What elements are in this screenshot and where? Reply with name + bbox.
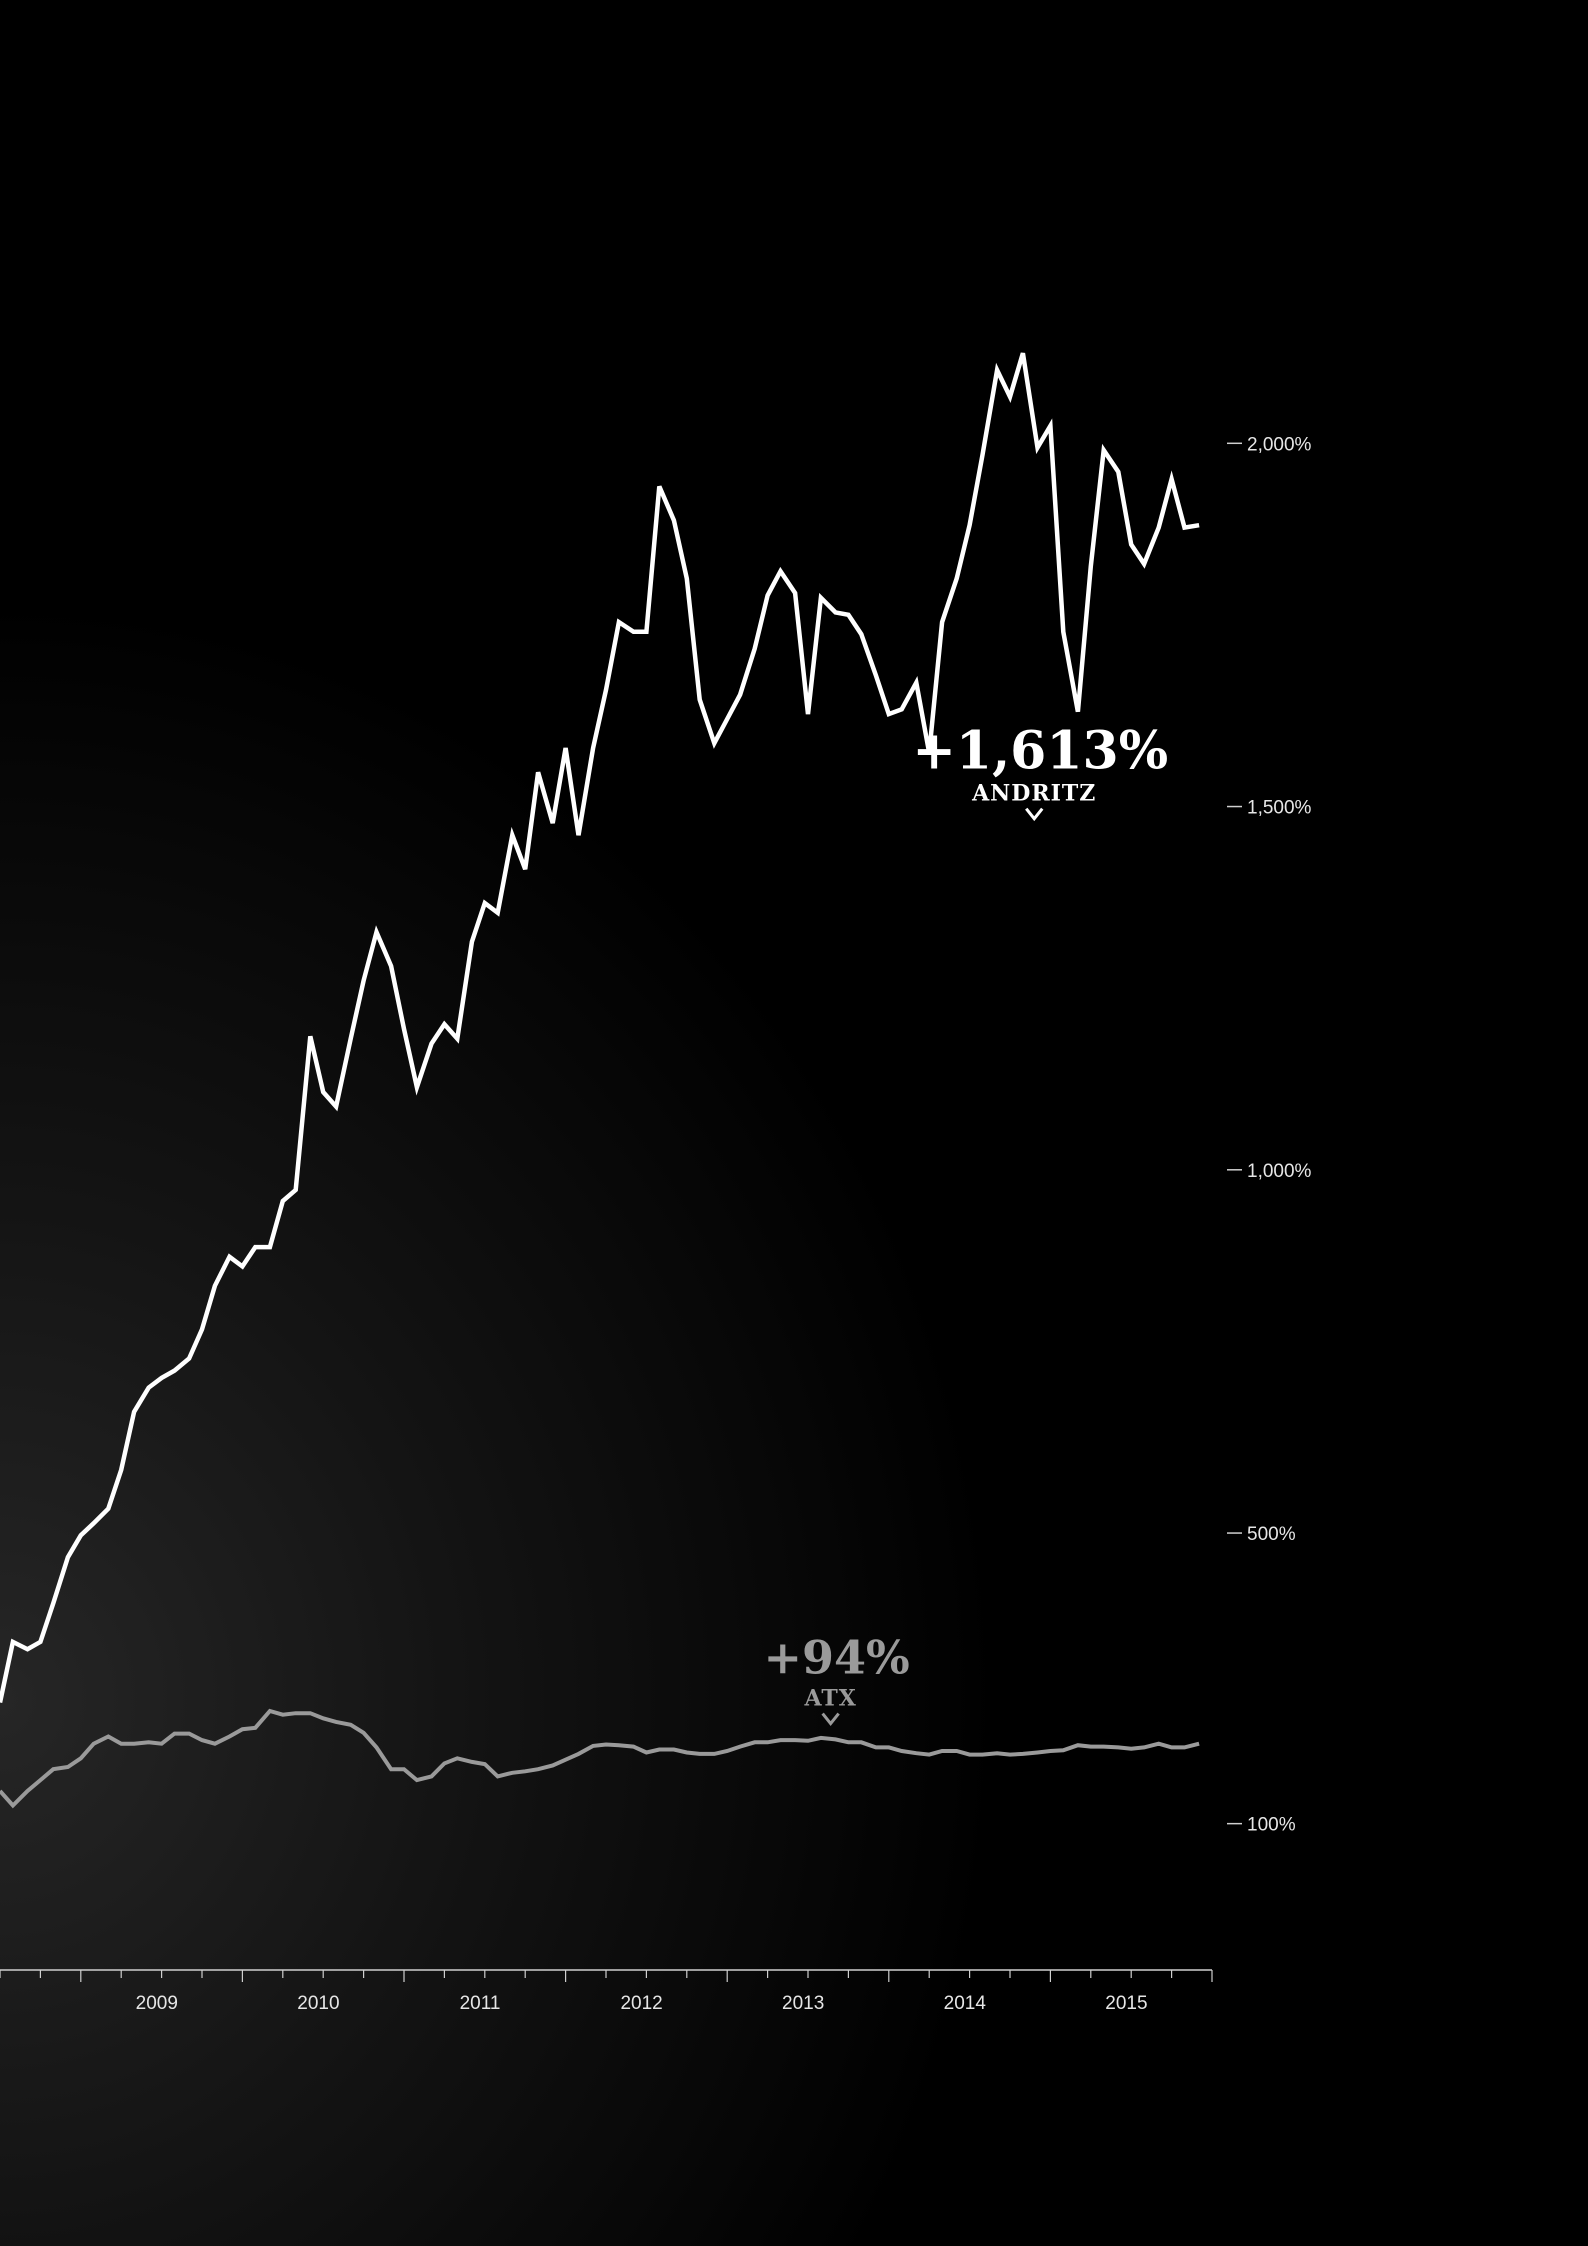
x-tick-label: 2015 (1105, 1993, 1147, 2014)
x-tick-label: 2009 (136, 1993, 178, 2014)
annotation-atx: ATX+94% (763, 1631, 910, 1726)
series-line-atx (0, 1708, 1200, 1809)
x-tick-label: 2011 (460, 1993, 501, 2014)
y-tick-label: 1,500% (1247, 798, 1312, 819)
axes: 100% 500% 1,000% 1,500% 2,000% 2009 2010 2011 20… (0, 434, 1312, 2014)
x-tick-label: 2014 (944, 1993, 987, 2014)
series-line-andritz (0, 352, 1200, 1703)
x-tick-label: 2010 (297, 1993, 339, 2014)
annotation-series-label: ANDRITZ (971, 781, 1096, 807)
annotation-chevron (1025, 807, 1044, 822)
annotation-chevron (821, 1712, 840, 1726)
y-tick-label: 100% (1247, 1815, 1296, 1836)
y-tick-label: 1,000% (1247, 1161, 1312, 1182)
y-tick-label: 500% (1247, 1524, 1296, 1545)
x-tick-label: 2012 (620, 1993, 662, 2014)
annotation-andritz: ANDRITZ+1,613% (912, 721, 1168, 822)
annotation-value: +1,613% (912, 721, 1168, 782)
annotation-series-label: ATX (803, 1686, 856, 1712)
annotation-value: +94% (763, 1631, 909, 1685)
y-tick-label: 2,000% (1247, 434, 1312, 455)
annotations: ANDRITZ+1,613% ATX+94% (763, 721, 1168, 1726)
x-tick-label: 2013 (782, 1993, 824, 2014)
series-lines (0, 352, 1200, 1809)
